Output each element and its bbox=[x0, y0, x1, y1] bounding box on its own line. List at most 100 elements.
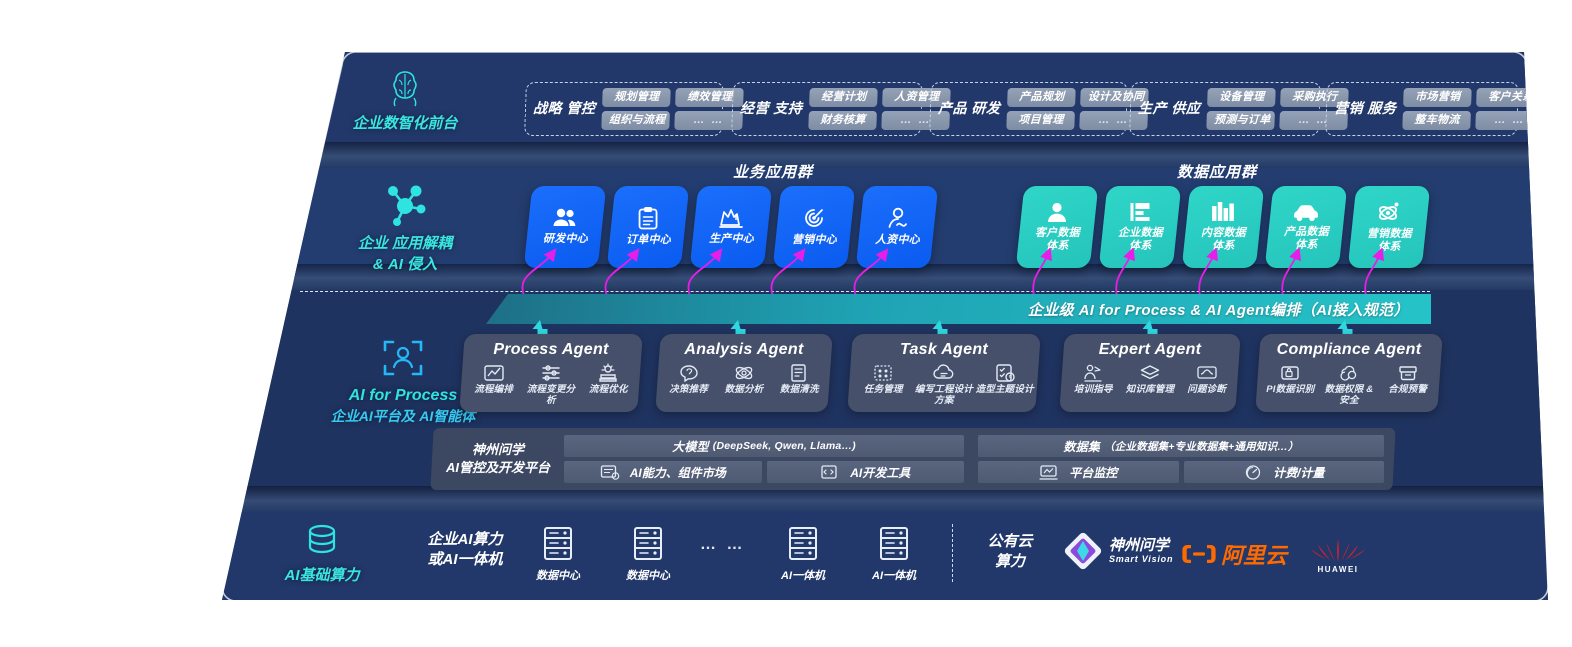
agent-title: Analysis Agent bbox=[684, 341, 804, 358]
agent-item[interactable]: 流程变更分析 bbox=[523, 363, 578, 407]
infra-ellipsis: … … bbox=[700, 536, 746, 553]
agent-item-label: 数据分析 bbox=[724, 384, 764, 395]
infra-node-label: AI一体机 bbox=[872, 570, 916, 582]
infra-onprem-text: 企业AI算力 或AI一体机 bbox=[427, 531, 503, 569]
app-card-label: 生产中心 bbox=[708, 233, 754, 246]
platform-cell-ai-market[interactable]: AI能力、组件市场 bbox=[564, 461, 762, 483]
agent-title: Process Agent bbox=[493, 341, 609, 358]
sliders-icon bbox=[542, 365, 560, 381]
infra-node-3[interactable]: AI一体机 bbox=[775, 526, 831, 583]
model-main-label: 大模型 bbox=[672, 439, 709, 454]
server-icon bbox=[634, 527, 662, 560]
agent-item-label: 任务管理 bbox=[863, 384, 903, 395]
ai-platform-strip[interactable]: 神州问学 AI管控及开发平台 大模型 (DeepSeek, Qwen, Llam… bbox=[430, 428, 1396, 490]
dataset-banner[interactable]: 数据集 （企业数据集+专业数据集+通用知识…） bbox=[978, 435, 1384, 457]
agent-item[interactable]: 造型主题设计 bbox=[975, 363, 1034, 407]
doc-check-icon bbox=[995, 364, 1015, 382]
vendor-huawei[interactable]: HUAWEI bbox=[1310, 528, 1366, 574]
agent-item[interactable]: 数据清洗 bbox=[773, 363, 826, 396]
factory-icon bbox=[719, 209, 743, 229]
group-chip-more[interactable]: … … bbox=[1475, 111, 1545, 130]
agent-item[interactable]: 数据分析 bbox=[717, 363, 770, 396]
users-icon bbox=[553, 209, 576, 227]
agent-item[interactable]: 编写工程设计方案 bbox=[915, 363, 974, 407]
group-chip[interactable]: 财务核算 bbox=[808, 111, 878, 130]
agent-item[interactable]: 数据权限 & 安全 bbox=[1321, 363, 1378, 407]
top-group-2[interactable]: 产品 研发 产品规划 设计及协同 项目管理 … … bbox=[929, 82, 1150, 136]
top-group-0[interactable]: 战略 管控 规划管理 绩效管理 组织与流程 … … bbox=[524, 82, 745, 136]
agent-item[interactable]: 任务管理 bbox=[854, 363, 913, 407]
platform-brand: 神州问学 AI管控及开发平台 bbox=[432, 428, 564, 490]
agent-item[interactable]: 决策推荐 bbox=[662, 363, 715, 396]
top-group-1[interactable]: 经营 支持 经营计划 人资管理 财务核算 … … bbox=[731, 82, 952, 136]
infra-node-0[interactable]: 数据中心 bbox=[530, 526, 586, 583]
agent-card-expert[interactable]: Expert Agent 培训指导 bbox=[1059, 334, 1241, 412]
archive-icon bbox=[1398, 366, 1417, 381]
agent-item[interactable]: 流程优化 bbox=[581, 363, 636, 407]
agent-title: Task Agent bbox=[899, 341, 989, 358]
app-card-label: 订单中心 bbox=[625, 234, 671, 247]
chart-box-icon bbox=[483, 365, 504, 381]
platform-dataset-col: 数据集 （企业数据集+专业数据集+通用知识…） 平台监控 bbox=[978, 428, 1385, 490]
aliyun-logo bbox=[1182, 545, 1216, 563]
rail-front-office: 企业数智化前台 bbox=[330, 68, 480, 135]
group-chip[interactable]: 整车物流 bbox=[1402, 111, 1472, 130]
group-chip[interactable]: 产品规划 bbox=[1007, 88, 1077, 107]
group-chip[interactable]: 经营计划 bbox=[809, 88, 879, 107]
agent-item[interactable]: 培训指导 bbox=[1066, 363, 1121, 396]
group-chip[interactable]: 规划管理 bbox=[602, 88, 672, 107]
dataset-main-label: 数据集 bbox=[1063, 439, 1101, 454]
group-chip[interactable]: 预测与订单 bbox=[1206, 111, 1276, 130]
agent-item-label: 问题诊断 bbox=[1187, 384, 1227, 395]
hr-person-icon bbox=[888, 208, 907, 229]
vendor-name: 神州问学 bbox=[1109, 537, 1170, 555]
infra-node-label: 数据中心 bbox=[626, 570, 670, 582]
infra-node-4[interactable]: AI一体机 bbox=[866, 526, 922, 583]
server-icon bbox=[789, 527, 817, 560]
group-chip[interactable]: 市场营销 bbox=[1403, 88, 1473, 107]
rail-label-1: AI for Process bbox=[348, 387, 458, 404]
agent-card-process[interactable]: Process Agent 流程编排 bbox=[459, 334, 643, 412]
agent-card-task[interactable]: Task Agent 任务管理 bbox=[847, 334, 1041, 412]
speech-bulb-icon bbox=[679, 365, 698, 383]
platform-cell-monitoring[interactable]: 平台监控 bbox=[978, 461, 1179, 483]
agent-item[interactable]: 合规预警 bbox=[1379, 363, 1436, 407]
building-icon bbox=[1130, 202, 1150, 221]
top-group-4[interactable]: 营销 服务 市场营销 客户关系 整车物流 … … bbox=[1325, 82, 1546, 136]
agent-item-label: 数据权限 & 安全 bbox=[1324, 384, 1374, 406]
platform-cell-dev-tools[interactable]: AI开发工具 bbox=[766, 461, 965, 483]
content-bars-icon bbox=[1212, 201, 1234, 221]
platform-cell-billing[interactable]: 计费/计量 bbox=[1183, 461, 1385, 483]
agent-item[interactable]: 问题诊断 bbox=[1179, 363, 1234, 396]
model-banner[interactable]: 大模型 (DeepSeek, Qwen, Llama…) bbox=[564, 435, 965, 457]
agent-item[interactable]: 流程编排 bbox=[466, 363, 521, 407]
group-chip[interactable]: 项目管理 bbox=[1006, 111, 1076, 130]
group-title: 战略 管控 bbox=[532, 100, 596, 117]
agent-item-label: PI数据识别 bbox=[1266, 384, 1315, 395]
group-chip[interactable]: 设备管理 bbox=[1207, 88, 1277, 107]
public-cloud-text: 公有云 算力 bbox=[987, 533, 1033, 571]
agent-card-compliance[interactable]: Compliance Agent PI数据识别 bbox=[1255, 334, 1443, 412]
agent-card-analysis[interactable]: Analysis Agent 决策推荐 bbox=[655, 334, 833, 412]
infra-node-1[interactable]: 数据中心 bbox=[620, 526, 676, 583]
agent-title: Expert Agent bbox=[1098, 341, 1202, 358]
agent-item-label: 合规预警 bbox=[1388, 384, 1428, 395]
data-apps-heading: 数据应用群 bbox=[1177, 164, 1258, 181]
devtool-icon bbox=[821, 464, 837, 479]
business-apps-heading: 业务应用群 bbox=[733, 164, 814, 181]
group-chip[interactable]: 组织与流程 bbox=[601, 111, 671, 130]
vendor-smartvision[interactable]: 神州问学 Smart Vision bbox=[1064, 532, 1173, 570]
group-chip[interactable]: 客户关系 bbox=[1476, 88, 1546, 107]
platform-cell-label: AI能力、组件市场 bbox=[629, 465, 726, 480]
platform-brand-line2: AI管控及开发平台 bbox=[446, 460, 551, 475]
vendor-sub: Smart Vision bbox=[1109, 554, 1174, 565]
vendor-aliyun[interactable]: 阿里云 bbox=[1182, 538, 1287, 570]
top-group-3[interactable]: 生产 供应 设备管理 采购执行 预测与订单 … … bbox=[1129, 82, 1350, 136]
agent-item[interactable]: 知识库管理 bbox=[1123, 363, 1178, 396]
agent-item[interactable]: PI数据识别 bbox=[1262, 363, 1319, 407]
infra-onprem-label: 企业AI算力 或AI一体机 bbox=[400, 530, 530, 571]
infra-node-label: 数据中心 bbox=[536, 570, 580, 582]
platform-cell-label: AI开发工具 bbox=[850, 465, 911, 480]
